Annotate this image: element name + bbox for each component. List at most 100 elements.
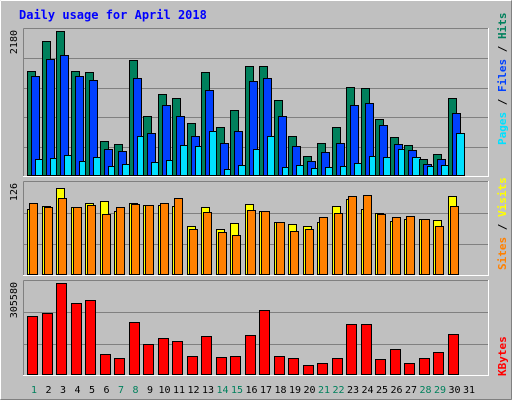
legend-separator: / bbox=[496, 217, 509, 237]
day-label: 29 bbox=[434, 385, 446, 396]
sites-bar: Sites 7: 94 bbox=[116, 207, 125, 275]
day-label: 26 bbox=[390, 385, 402, 396]
day-label: 23 bbox=[347, 385, 359, 396]
sites-bar: Sites 29: 68 bbox=[435, 226, 444, 275]
sites-bar: Sites 3: 106 bbox=[58, 198, 67, 275]
day-label: 15 bbox=[231, 385, 243, 396]
day-label: 13 bbox=[202, 385, 214, 396]
sites-bar: Sites 27: 82 bbox=[406, 216, 415, 275]
sites-bar: Sites 28: 78 bbox=[421, 219, 430, 275]
sites-bar: Sites 25: 85 bbox=[377, 214, 386, 275]
pages-bar: Pages 30: 650 bbox=[456, 133, 465, 176]
day-label: 8 bbox=[132, 385, 138, 396]
kbytes-bar: KBytes 22: 58000 bbox=[332, 358, 343, 375]
sites-bar: Sites 2: 94 bbox=[44, 207, 53, 275]
sites-bar: Sites 17: 89 bbox=[261, 211, 270, 275]
day-label: 19 bbox=[289, 385, 301, 396]
files-bar: Files 4: 1500 bbox=[75, 76, 84, 176]
day-label: 12 bbox=[187, 385, 199, 396]
series-legend: Sites / Visits bbox=[496, 177, 509, 270]
sites-bar: Sites 11: 107 bbox=[174, 198, 183, 275]
y-max-label: 126 bbox=[9, 183, 20, 201]
sites-bar: Sites 15: 55 bbox=[232, 235, 241, 275]
kbytes-bar: KBytes 24: 170000 bbox=[361, 324, 372, 375]
legend-separator: / bbox=[496, 92, 509, 112]
day-label: 24 bbox=[361, 385, 373, 396]
kbytes-bar: KBytes 27: 39000 bbox=[404, 363, 415, 375]
sites-bar: Sites 8: 98 bbox=[131, 204, 140, 275]
day-label: 4 bbox=[74, 385, 80, 396]
day-label: 9 bbox=[147, 385, 153, 396]
kbytes-bar: KBytes 6: 70000 bbox=[100, 354, 111, 375]
kbytes-bar: KBytes 18: 62000 bbox=[274, 356, 285, 375]
day-label: 2 bbox=[45, 385, 51, 396]
day-label: 3 bbox=[60, 385, 66, 396]
legend-kbytes: KBytes bbox=[496, 336, 509, 376]
sites-bar: Sites 23: 110 bbox=[348, 196, 357, 275]
kbytes-bar: KBytes 10: 123000 bbox=[158, 338, 169, 375]
chart-title: Daily usage for April 2018 bbox=[19, 8, 207, 22]
day-label: 16 bbox=[245, 385, 257, 396]
sites-bar: Sites 30: 96 bbox=[450, 206, 459, 275]
kbytes-bar: KBytes 19: 57000 bbox=[288, 358, 299, 375]
sites-bar: Sites 10: 100 bbox=[160, 203, 169, 275]
sites-bar: Sites 18: 73 bbox=[276, 222, 285, 275]
day-label: 22 bbox=[332, 385, 344, 396]
day-label: 6 bbox=[103, 385, 109, 396]
kbytes-bar: KBytes 25: 52000 bbox=[375, 359, 386, 375]
day-label: 14 bbox=[216, 385, 228, 396]
kbytes-bar: KBytes 2: 205000 bbox=[42, 313, 53, 375]
day-label: 25 bbox=[376, 385, 388, 396]
series-legend: Pages / Files / Hits bbox=[496, 13, 509, 146]
day-label: 28 bbox=[419, 385, 431, 396]
day-label: 31 bbox=[463, 385, 475, 396]
sites-bar: Sites 9: 97 bbox=[145, 205, 154, 275]
legend-files: Files bbox=[496, 59, 509, 92]
panel-kbytes: 305580 KBytes KBytes 1: 195000 KBytes 2: 20… bbox=[9, 280, 509, 376]
day-label: 17 bbox=[260, 385, 272, 396]
kbytes-bar: KBytes 15: 62000 bbox=[230, 356, 241, 375]
sites-bar: Sites 19: 61 bbox=[290, 231, 299, 275]
kbytes-bar: KBytes 29: 77000 bbox=[433, 352, 444, 375]
legend-sites: Sites bbox=[496, 237, 509, 270]
day-label: 20 bbox=[303, 385, 315, 396]
sites-bar: Sites 22: 86 bbox=[334, 213, 343, 275]
kbytes-bar: KBytes 16: 133000 bbox=[245, 335, 256, 375]
day-label: 27 bbox=[405, 385, 417, 396]
kbytes-bar: KBytes 12: 62000 bbox=[187, 356, 198, 375]
day-label: 1 bbox=[31, 385, 37, 396]
sites-bar: Sites 24: 111 bbox=[363, 195, 372, 275]
kbytes-bar: KBytes 14: 60000 bbox=[216, 357, 227, 375]
kbytes-bar: KBytes 4: 238000 bbox=[71, 303, 82, 375]
kbytes-bar: KBytes 28: 55000 bbox=[419, 358, 430, 375]
sites-bar: Sites 26: 80 bbox=[392, 217, 401, 275]
legend-visits: Visits bbox=[496, 177, 509, 217]
day-label: 5 bbox=[89, 385, 95, 396]
day-label: 21 bbox=[318, 385, 330, 396]
sites-bar: Sites 16: 90 bbox=[247, 210, 256, 275]
kbytes-bar: KBytes 8: 177000 bbox=[129, 322, 140, 375]
kbytes-bar: KBytes 21: 40000 bbox=[317, 363, 328, 375]
sites-bar: Sites 1: 100 bbox=[29, 203, 38, 275]
sites-bar: Sites 4: 94 bbox=[73, 207, 82, 275]
sites-bar: Sites 13: 87 bbox=[203, 212, 212, 275]
sites-bar: Sites 20: 63 bbox=[305, 229, 314, 275]
kbytes-bar: KBytes 9: 102000 bbox=[143, 344, 154, 375]
kbytes-bar: KBytes 23: 168000 bbox=[346, 324, 357, 375]
sites-bar: Sites 14: 59 bbox=[218, 232, 227, 275]
day-label: 30 bbox=[448, 385, 460, 396]
files-bar: Files 18: 900 bbox=[278, 116, 287, 176]
kbytes-bar: KBytes 1: 195000 bbox=[27, 316, 38, 375]
y-max-label: 305580 bbox=[9, 282, 20, 318]
sites-bar: Sites 21: 80 bbox=[319, 217, 328, 275]
sites-bar: Sites 6: 85 bbox=[102, 214, 111, 275]
kbytes-bar: KBytes 7: 58000 bbox=[114, 358, 125, 375]
kbytes-bar: KBytes 17: 215000 bbox=[259, 310, 270, 375]
kbytes-bar: KBytes 3: 305580 bbox=[56, 283, 67, 375]
day-label: 11 bbox=[173, 385, 185, 396]
kbytes-bar: KBytes 20: 34000 bbox=[303, 365, 314, 375]
kbytes-bar: KBytes 13: 130000 bbox=[201, 336, 212, 375]
